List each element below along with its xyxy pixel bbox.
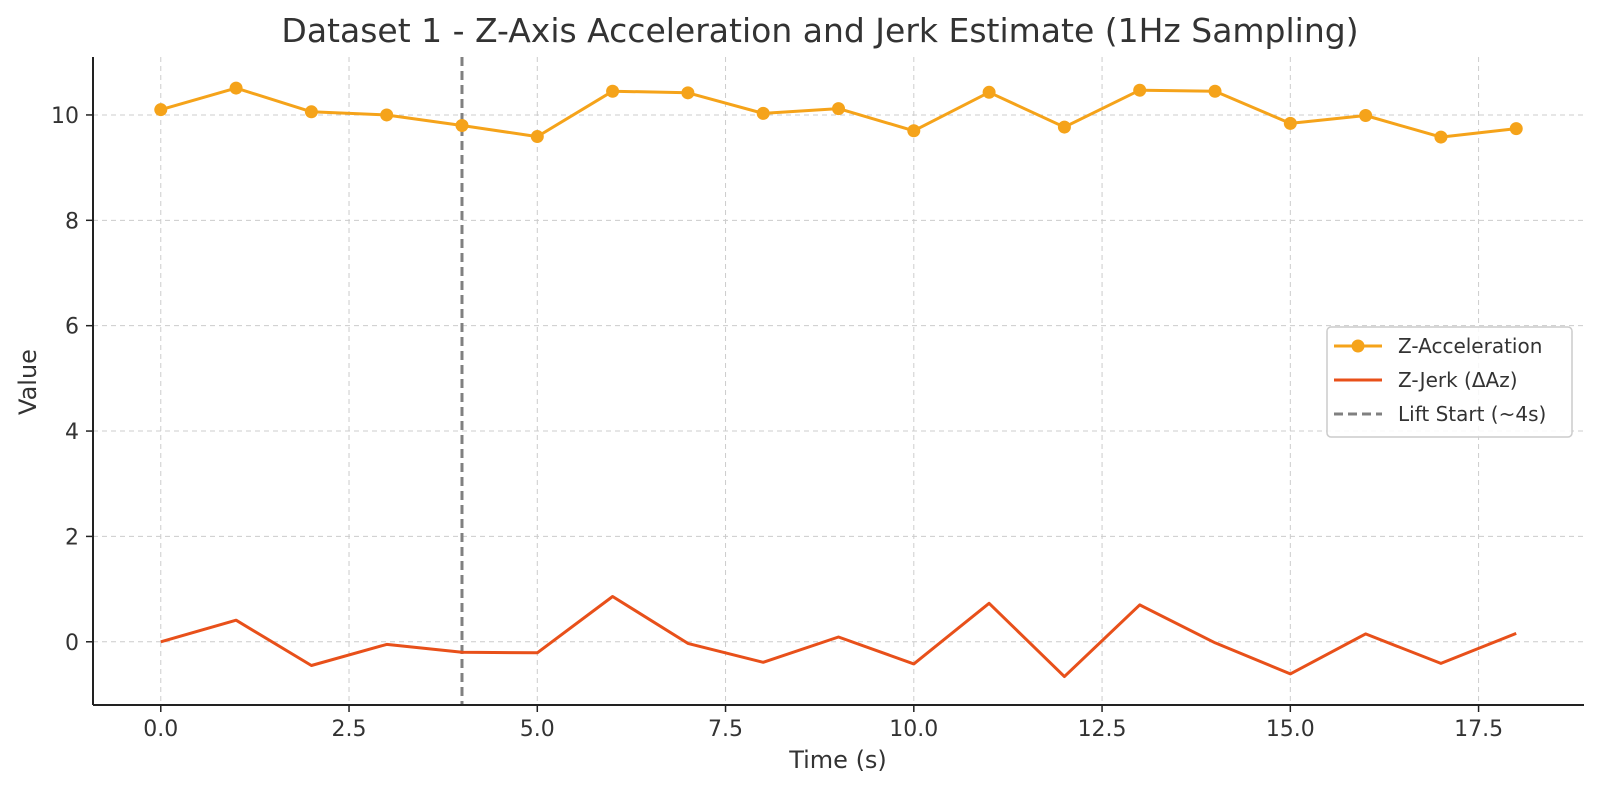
- legend-label: Lift Start (~4s): [1398, 402, 1546, 426]
- x-tick-label: 10.0: [889, 717, 938, 742]
- data-point: [530, 130, 544, 144]
- data-point: [380, 108, 394, 122]
- legend-item: Z-Acceleration: [1334, 334, 1542, 358]
- data-point: [832, 102, 845, 116]
- legend-box: [1326, 326, 1573, 438]
- data-point: [982, 85, 996, 99]
- y-tick-label: 8: [65, 209, 79, 234]
- y-axis-ticks: 0 2 4 6 8 10: [51, 104, 93, 656]
- data-point: [1283, 116, 1297, 130]
- x-tick-label: 17.5: [1454, 717, 1503, 742]
- legend-item: Lift Start (~4s): [1334, 402, 1546, 426]
- x-tick-label: 0.0: [143, 717, 178, 742]
- data-point: [1359, 108, 1373, 122]
- data-point: [756, 106, 770, 120]
- data-point: [1509, 122, 1523, 136]
- data-point: [907, 124, 921, 138]
- series-line-z-jerk-az: [160, 595, 1517, 679]
- data-point: [455, 118, 469, 132]
- legend: Z-Acceleration Z-Jerk (ΔAz) Lift Start (~4…: [1326, 326, 1573, 438]
- x-tick-label: 2.5: [332, 717, 367, 742]
- chart-title: Dataset 1 - Z-Axis Acceleration and Jerk…: [281, 11, 1358, 50]
- x-axis-label: Time (s): [788, 746, 887, 774]
- x-tick-label: 12.5: [1078, 717, 1127, 742]
- y-tick-label: 10: [51, 104, 79, 129]
- y-tick-label: 6: [65, 315, 79, 340]
- legend-marker: [1351, 339, 1365, 353]
- legend-label: Z-Acceleration: [1398, 334, 1542, 358]
- data-point: [1434, 130, 1448, 144]
- series-z-acceleration: [154, 81, 1523, 144]
- y-tick-label: 2: [65, 525, 79, 550]
- x-tick-label: 15.0: [1266, 717, 1315, 742]
- data-point: [606, 84, 620, 98]
- x-axis-ticks: 0.0 2.5 5.0 7.5 10.0 12.5 15.0 17.5: [143, 705, 1503, 742]
- x-tick-label: 5.0: [520, 717, 555, 742]
- x-tick-label: 7.5: [708, 717, 743, 742]
- data-point: [304, 105, 318, 119]
- y-tick-label: 4: [65, 420, 79, 445]
- y-tick-label: 0: [65, 631, 79, 656]
- legend-item: Z-Jerk (ΔAz): [1334, 368, 1518, 392]
- data-point: [154, 103, 168, 117]
- legend-label: Z-Jerk (ΔAz): [1398, 368, 1518, 392]
- data-point: [1208, 84, 1222, 98]
- data-point: [1133, 83, 1147, 97]
- data-point: [229, 81, 243, 95]
- y-axis-label: Value: [14, 349, 42, 415]
- data-series: [154, 81, 1523, 679]
- data-point: [1057, 120, 1071, 134]
- data-point: [681, 86, 695, 100]
- series-z-jerk-az: [160, 595, 1517, 679]
